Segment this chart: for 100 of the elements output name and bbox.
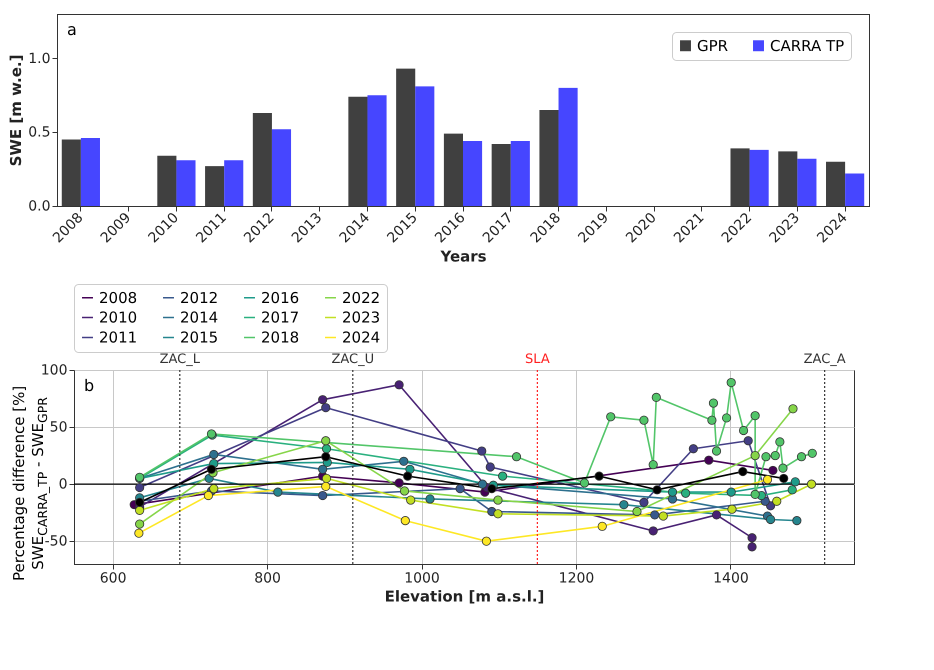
point: [321, 482, 330, 491]
bar: [492, 144, 511, 206]
point: [394, 380, 404, 390]
point: [658, 511, 668, 521]
point: [399, 456, 408, 466]
bar: [415, 86, 434, 206]
bar: [463, 141, 482, 206]
point: [779, 474, 788, 483]
point: [796, 452, 806, 462]
point: [770, 451, 780, 460]
point: [135, 482, 144, 492]
bar: [62, 140, 81, 206]
point: [726, 488, 736, 497]
point: [482, 536, 491, 546]
bar: [224, 160, 244, 206]
point: [486, 462, 495, 472]
point: [712, 510, 722, 520]
x-axis-title: Years: [439, 248, 487, 266]
point: [707, 416, 716, 425]
point: [456, 484, 465, 494]
bar: [396, 68, 416, 206]
point: [606, 412, 616, 422]
ref-line-label: ZAC_A: [804, 352, 846, 367]
point: [650, 510, 660, 520]
point: [318, 490, 328, 500]
y-tick-label: -50: [44, 534, 68, 550]
bar: [157, 156, 176, 206]
point: [747, 542, 757, 552]
annotation: a: [67, 20, 77, 39]
ref-line-label: ZAC_L: [160, 352, 201, 367]
legend-label: 2017: [261, 308, 300, 326]
point: [668, 488, 678, 497]
point: [648, 526, 658, 536]
point: [209, 450, 218, 460]
point: [498, 472, 508, 481]
y-tick-label: 100: [40, 362, 68, 378]
point: [750, 490, 760, 499]
point: [766, 514, 776, 524]
ref-line-label: SLA: [525, 352, 550, 367]
point: [322, 444, 332, 454]
point: [135, 519, 144, 529]
bar: [367, 95, 387, 206]
point: [403, 472, 412, 481]
point: [788, 485, 797, 494]
y-axis-title: SWE [m w.e.]: [7, 54, 26, 166]
bar: [348, 96, 368, 206]
point: [652, 392, 661, 402]
bar: [80, 138, 100, 206]
legend-label: 2010: [99, 308, 138, 326]
legend-label: 2024: [342, 328, 380, 346]
point: [321, 403, 330, 412]
legend-label: 2015: [180, 328, 218, 346]
point: [808, 448, 817, 458]
point: [632, 506, 642, 516]
bar: [730, 148, 750, 206]
point: [712, 446, 722, 456]
point: [688, 444, 698, 454]
point: [394, 478, 404, 488]
bar: [444, 134, 463, 206]
point: [206, 464, 216, 474]
point: [761, 452, 771, 462]
point: [493, 496, 503, 505]
point: [790, 477, 800, 486]
point: [762, 474, 772, 484]
point: [681, 488, 690, 498]
legend-label: GPR: [697, 36, 728, 55]
point: [478, 480, 488, 489]
legend-label: 2016: [261, 288, 300, 307]
bar: [797, 158, 816, 206]
point: [487, 484, 496, 494]
point: [318, 464, 328, 474]
annotation: b: [84, 376, 94, 395]
point: [134, 528, 144, 538]
point: [318, 395, 328, 404]
point: [775, 437, 784, 446]
point: [772, 496, 782, 506]
y-tick-label: 0.5: [28, 124, 50, 141]
point: [400, 486, 410, 496]
point: [738, 466, 748, 476]
legend-label: 2011: [99, 328, 138, 346]
point: [768, 466, 778, 475]
point: [493, 509, 503, 518]
point: [806, 480, 816, 489]
point: [209, 484, 218, 494]
bar: [539, 110, 559, 206]
legend-label: 2014: [180, 308, 218, 326]
bar: [176, 160, 196, 206]
legend-label: 2012: [180, 288, 218, 307]
legend-label: 2023: [342, 308, 380, 326]
bar: [845, 174, 864, 206]
point: [204, 490, 213, 500]
point: [792, 516, 802, 526]
point: [425, 494, 435, 504]
point: [594, 472, 604, 481]
point: [321, 436, 330, 446]
y-tick-label: 0.0: [28, 198, 50, 214]
x-axis-title: Elevation [m a.s.l.]: [384, 588, 544, 606]
bar: [558, 88, 578, 206]
bar: [252, 112, 272, 206]
point: [750, 411, 760, 420]
